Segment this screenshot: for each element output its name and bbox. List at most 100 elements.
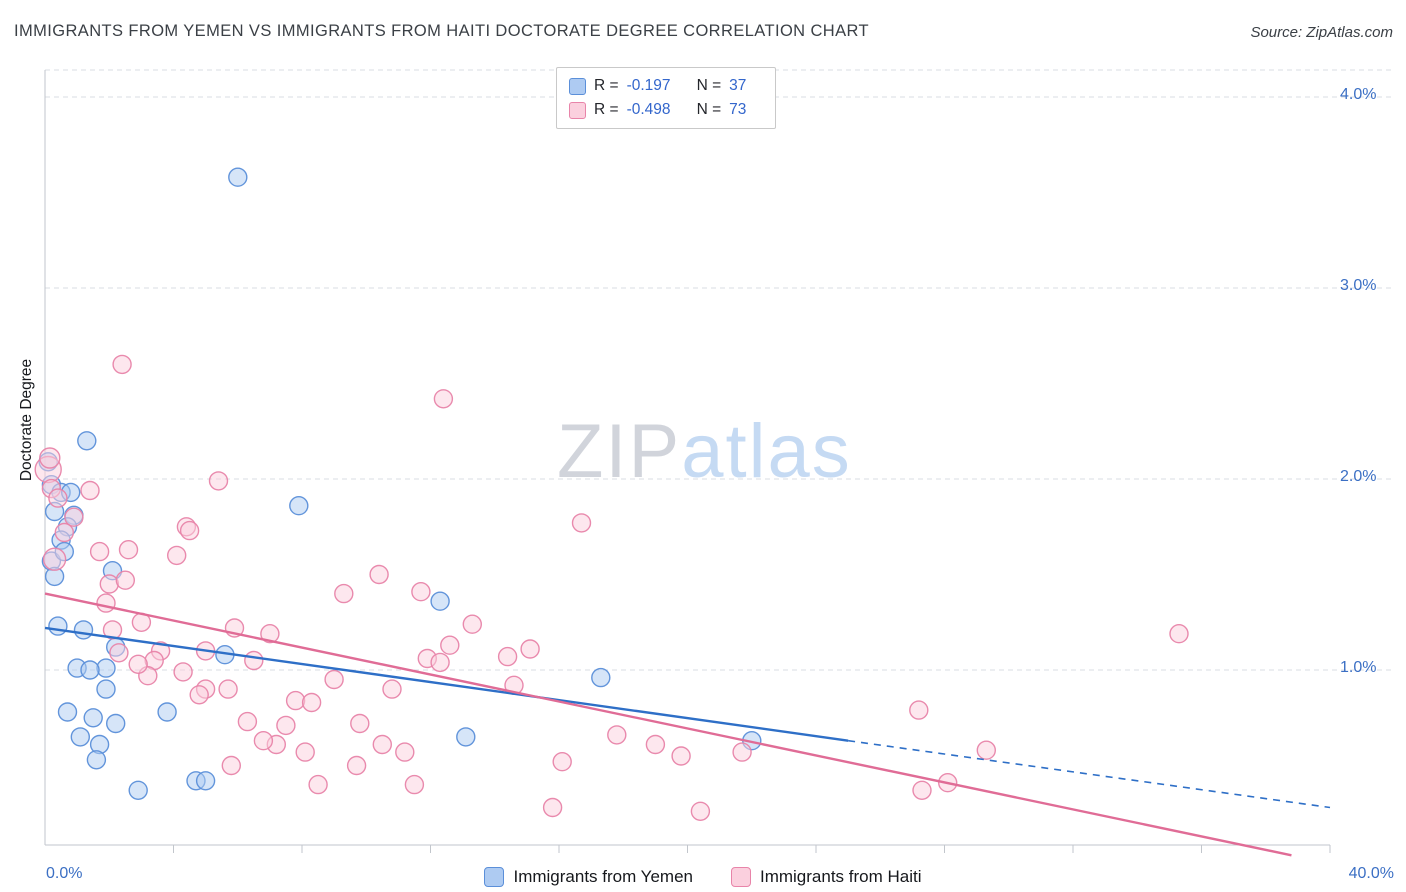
scatter-point-haiti [260, 624, 280, 644]
scatter-point-haiti [99, 574, 120, 594]
y-tick-label-4: 4.0% [1340, 86, 1377, 103]
trend-line-yemen [44, 626, 849, 742]
scatter-point-haiti [128, 654, 148, 674]
y-tick-label-3: 3.0% [1340, 277, 1377, 294]
n-value-haiti: 73 [729, 101, 747, 118]
scatter-point-haiti [64, 507, 84, 527]
scatter-point-yemen [77, 431, 97, 451]
scatter-point-haiti [89, 541, 110, 562]
scatter-point-haiti [395, 742, 415, 762]
scatter-point-haiti [42, 547, 67, 571]
watermark-atlas: atlas [681, 409, 852, 494]
scatter-point-haiti [369, 564, 389, 585]
scatter-point-haiti [208, 471, 229, 491]
scatter-point-haiti [912, 780, 932, 800]
x-axis-max-label: 40.0% [1348, 865, 1394, 882]
scatter-point-haiti [346, 755, 367, 776]
scatter-point-haiti [382, 679, 402, 699]
scatter-point-haiti [433, 389, 454, 409]
scatter-point-haiti [552, 752, 572, 772]
scatter-point-haiti [976, 740, 996, 760]
r-value-haiti: -0.498 [626, 101, 671, 118]
series-legend: Immigrants from Yemen Immigrants from Ha… [0, 867, 1406, 887]
scatter-point-haiti [166, 545, 187, 566]
scatter-point-yemen [70, 727, 91, 747]
scatter-point-yemen [83, 708, 103, 728]
scatter-point-haiti [96, 593, 116, 613]
watermark-zip: ZIP [557, 409, 682, 494]
scatter-point-yemen [289, 496, 309, 516]
legend-item-haiti: Immigrants from Haiti [730, 867, 922, 887]
watermark: ZIPatlas [557, 414, 852, 490]
scatter-point-yemen [73, 620, 94, 640]
scatter-point-yemen [430, 591, 450, 611]
scatter-point-yemen [195, 771, 216, 791]
page-title: IMMIGRANTS FROM YEMEN VS IMMIGRANTS FROM… [14, 22, 870, 40]
scatter-point-haiti [276, 715, 296, 736]
scatter-point-haiti [462, 614, 482, 634]
scatter-point-yemen [591, 667, 611, 688]
y-tick-label-1: 1.0% [1340, 659, 1377, 676]
scatter-point-yemen [228, 167, 248, 187]
scatter-point-haiti [542, 797, 563, 818]
scatter-point-haiti [54, 522, 75, 543]
scatter-point-haiti [221, 755, 242, 776]
scatter-point-yemen [80, 660, 100, 680]
scatter-point-haiti [244, 650, 264, 671]
scatter-point-haiti [732, 742, 752, 762]
scatter-point-haiti [430, 652, 450, 673]
scatter-point-haiti [80, 480, 100, 501]
scatter-point-haiti [350, 713, 370, 734]
correlation-legend: R = -0.197 N = 37 R = -0.498 N = 73 [556, 67, 777, 129]
scatter-point-haiti [237, 711, 258, 732]
scatter-point-haiti [690, 801, 711, 821]
scatter-point-haiti [372, 734, 392, 755]
scatter-point-haiti [607, 725, 627, 745]
scatter-point-haiti [1169, 624, 1189, 644]
trend-line-haiti [44, 592, 1292, 857]
n-label: N = [696, 101, 722, 118]
scatter-point-yemen [456, 727, 476, 747]
legend-label-yemen: Immigrants from Yemen [513, 867, 693, 886]
scatter-point-haiti [334, 583, 354, 604]
scatter-point-haiti [218, 679, 238, 699]
scatter-point-haiti [404, 774, 425, 795]
scatter-point-haiti [112, 354, 132, 375]
scatter-point-haiti [411, 582, 431, 602]
scatter-point-haiti [645, 734, 666, 755]
haiti-swatch-icon [569, 101, 586, 119]
legend-row-haiti: R = -0.498 N = 73 [569, 101, 759, 119]
scatter-point-yemen [128, 780, 148, 800]
scatter-point-haiti [39, 447, 61, 469]
y-tick-label-2: 2.0% [1340, 468, 1377, 485]
scatter-point-yemen [86, 750, 107, 770]
scatter-point-haiti [48, 488, 68, 508]
scatter-point-haiti [571, 513, 592, 533]
scatter-point-yemen [48, 616, 68, 636]
scatter-point-haiti [253, 731, 274, 751]
scatter-point-haiti [301, 692, 322, 713]
yemen-swatch-icon [484, 867, 505, 887]
scatter-point-haiti [115, 570, 136, 590]
legend-row-yemen: R = -0.197 N = 37 [569, 77, 759, 95]
scatter-point-haiti [909, 700, 929, 720]
x-axis-min-label: 0.0% [46, 865, 83, 882]
r-label: R = [594, 101, 619, 118]
scatter-point-haiti [285, 690, 306, 711]
yemen-swatch-icon [569, 77, 586, 95]
trend-line-extension-yemen [848, 739, 1331, 809]
scatter-point-yemen [157, 702, 177, 722]
scatter-point-yemen [105, 713, 126, 734]
scatter-point-haiti [189, 685, 209, 705]
legend-item-yemen: Immigrants from Yemen [484, 867, 693, 887]
haiti-swatch-icon [730, 867, 751, 887]
scatter-point-haiti [295, 742, 315, 762]
scatter-point-haiti [118, 540, 139, 560]
scatter-point-haiti [520, 639, 540, 659]
scatter-point-yemen [57, 702, 78, 722]
scatter-point-haiti [308, 774, 328, 795]
source-credit: Source: ZipAtlas.com [1250, 24, 1393, 41]
scatter-point-haiti [324, 669, 344, 690]
